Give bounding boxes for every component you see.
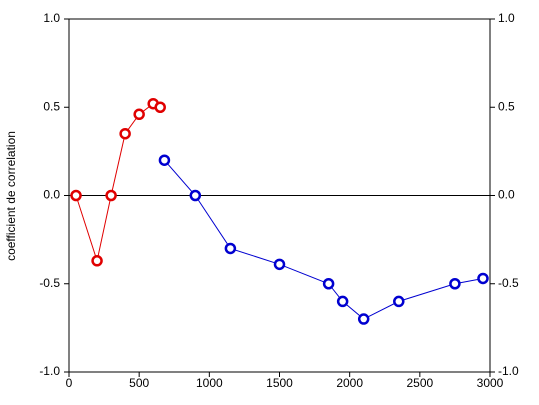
point: [154, 101, 166, 113]
x-tick-label: 2500: [406, 376, 433, 390]
point: [393, 295, 405, 308]
point: [189, 189, 202, 202]
point: [357, 313, 370, 325]
x-tick-label: 3000: [477, 376, 504, 390]
y2-tick-label: -1.0: [498, 364, 519, 378]
point: [158, 154, 171, 166]
y-tick-label: 0.5: [43, 99, 60, 113]
series-line: [75, 103, 161, 263]
series-line: [164, 159, 484, 320]
point: [91, 255, 103, 267]
y-tick-label: -1.0: [39, 364, 60, 378]
y-tick-label: -0.5: [39, 276, 60, 290]
y2-tick-label: 0.5: [498, 99, 515, 113]
point: [322, 278, 335, 290]
point: [477, 272, 489, 285]
point: [105, 189, 117, 202]
point: [119, 127, 131, 140]
point: [70, 189, 82, 202]
x-tick-label: 1000: [196, 376, 223, 390]
point: [336, 295, 349, 308]
y2-tick-label: -0.5: [498, 276, 519, 290]
point: [273, 258, 286, 271]
x-tick-label: 0: [66, 376, 73, 390]
y2-tick-label: 0.0: [498, 188, 515, 202]
y-axis-label: coefficient de correlation: [4, 131, 18, 261]
x-tick-label: 2000: [336, 376, 363, 390]
point: [133, 108, 145, 121]
point: [224, 242, 237, 255]
x-tick-label: 1500: [266, 376, 293, 390]
x-tick-label: 500: [129, 376, 149, 390]
y-tick-label: 0.0: [43, 188, 60, 202]
y2-tick-label: 1.0: [498, 11, 515, 25]
point: [449, 278, 461, 290]
y-tick-label: 1.0: [43, 11, 60, 25]
